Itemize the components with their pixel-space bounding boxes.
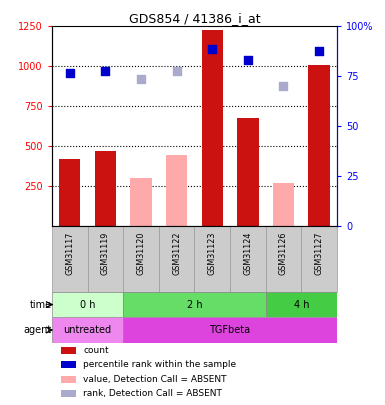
Point bbox=[316, 48, 322, 54]
Bar bbox=[60, 390, 76, 397]
Bar bbox=[60, 375, 76, 383]
FancyBboxPatch shape bbox=[123, 226, 159, 292]
FancyBboxPatch shape bbox=[88, 226, 123, 292]
Text: GSM31120: GSM31120 bbox=[137, 232, 146, 275]
Text: TGFbeta: TGFbeta bbox=[209, 325, 251, 335]
Text: 4 h: 4 h bbox=[293, 300, 309, 309]
Text: 2 h: 2 h bbox=[187, 300, 202, 309]
Text: GSM31124: GSM31124 bbox=[243, 232, 252, 275]
Bar bbox=[273, 183, 294, 226]
Text: GSM31127: GSM31127 bbox=[315, 232, 323, 275]
Point bbox=[138, 75, 144, 82]
Bar bbox=[60, 361, 76, 368]
Text: GSM31122: GSM31122 bbox=[172, 232, 181, 275]
FancyBboxPatch shape bbox=[123, 317, 337, 343]
FancyBboxPatch shape bbox=[230, 226, 266, 292]
Text: GSM31119: GSM31119 bbox=[101, 232, 110, 275]
Bar bbox=[60, 347, 76, 354]
Bar bbox=[130, 177, 152, 226]
Bar bbox=[59, 159, 80, 226]
Text: 0 h: 0 h bbox=[80, 300, 95, 309]
FancyBboxPatch shape bbox=[159, 226, 194, 292]
Title: GDS854 / 41386_i_at: GDS854 / 41386_i_at bbox=[129, 12, 260, 25]
Point bbox=[280, 82, 286, 89]
Text: time: time bbox=[30, 300, 52, 309]
Bar bbox=[166, 155, 187, 226]
Text: percentile rank within the sample: percentile rank within the sample bbox=[83, 360, 236, 369]
Text: rank, Detection Call = ABSENT: rank, Detection Call = ABSENT bbox=[83, 389, 222, 398]
Point bbox=[67, 70, 73, 76]
Bar bbox=[202, 30, 223, 226]
Point bbox=[209, 45, 215, 52]
FancyBboxPatch shape bbox=[52, 292, 123, 317]
Text: GSM31123: GSM31123 bbox=[208, 232, 217, 275]
Bar bbox=[237, 117, 259, 226]
Text: untreated: untreated bbox=[64, 325, 112, 335]
FancyBboxPatch shape bbox=[301, 226, 337, 292]
FancyBboxPatch shape bbox=[194, 226, 230, 292]
FancyBboxPatch shape bbox=[266, 292, 337, 317]
Text: count: count bbox=[83, 345, 109, 354]
FancyBboxPatch shape bbox=[266, 226, 301, 292]
Text: GSM31126: GSM31126 bbox=[279, 232, 288, 275]
Point bbox=[174, 68, 180, 75]
FancyBboxPatch shape bbox=[123, 292, 266, 317]
Point bbox=[245, 57, 251, 63]
FancyBboxPatch shape bbox=[52, 317, 123, 343]
Point bbox=[102, 68, 109, 74]
Text: value, Detection Call = ABSENT: value, Detection Call = ABSENT bbox=[83, 375, 227, 384]
FancyBboxPatch shape bbox=[52, 226, 88, 292]
Text: GSM31117: GSM31117 bbox=[65, 232, 74, 275]
Bar bbox=[308, 65, 330, 226]
Text: agent: agent bbox=[24, 325, 52, 335]
Bar bbox=[95, 151, 116, 226]
